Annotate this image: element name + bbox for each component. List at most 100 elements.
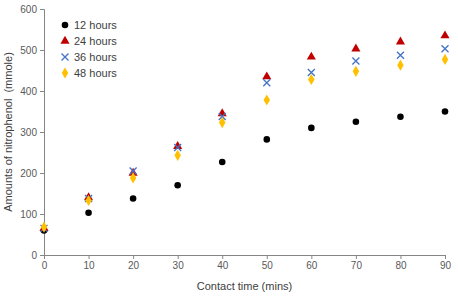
point	[219, 117, 225, 128]
legend-entry: 36 hours	[62, 51, 118, 63]
legend-label: 48 hours	[74, 67, 117, 79]
tick-label: 80	[395, 260, 407, 271]
tick-mark	[267, 255, 268, 259]
legend-marker	[62, 67, 68, 78]
tick-label: 0	[42, 260, 48, 271]
point	[442, 108, 449, 115]
tick-mark	[40, 173, 44, 174]
tick-mark	[40, 132, 44, 133]
tick: 200	[20, 168, 44, 179]
point	[41, 222, 47, 233]
legend-marker	[60, 36, 69, 44]
tick-mark	[222, 255, 223, 259]
tick-mark	[400, 255, 401, 259]
y-axis: 0 100 200 300 400 500 600	[20, 4, 44, 261]
tick-label: 0	[31, 250, 37, 261]
tick-mark	[40, 9, 44, 10]
axis-line	[40, 10, 45, 256]
tick-label: 40	[217, 260, 229, 271]
point	[219, 159, 226, 166]
legend-marker	[62, 54, 69, 61]
tick: 400	[20, 86, 44, 97]
tick-mark	[178, 255, 179, 259]
point	[397, 52, 404, 59]
point	[85, 209, 92, 216]
tick: 300	[20, 127, 44, 138]
tick: 40	[217, 255, 229, 271]
point	[442, 45, 449, 52]
point	[352, 58, 359, 65]
point	[174, 150, 180, 161]
point	[264, 94, 270, 105]
tick-mark	[133, 255, 134, 259]
legend-entry: 48 hours	[62, 67, 118, 79]
tick-label: 600	[20, 4, 37, 15]
y-axis-title: Amounts of nitrophenol (mmole)	[2, 52, 14, 212]
point	[130, 195, 137, 202]
tick-label: 300	[20, 127, 37, 138]
tick-label: 10	[83, 260, 95, 271]
legend-entry: 24 hours	[60, 35, 117, 47]
point	[130, 172, 136, 183]
tick-mark	[40, 50, 44, 51]
tick: 50	[262, 255, 274, 271]
point	[263, 79, 270, 86]
tick-label: 30	[173, 260, 185, 271]
point	[308, 125, 315, 132]
point	[263, 136, 270, 143]
point	[353, 118, 360, 125]
legend-entry: 12 hours	[62, 19, 118, 31]
tick-mark	[445, 255, 446, 259]
tick-label: 60	[306, 260, 318, 271]
tick-label: 70	[351, 260, 363, 271]
tick-mark	[40, 214, 44, 215]
point	[353, 66, 359, 77]
marks	[39, 30, 449, 233]
tick: 60	[306, 255, 318, 271]
point	[396, 37, 405, 45]
tick-mark	[40, 91, 44, 92]
tick-label: 100	[20, 209, 37, 220]
tick: 30	[173, 255, 185, 271]
axis-line	[45, 256, 446, 260]
point	[174, 182, 181, 189]
x-axis-title: Contact time (mins)	[197, 280, 292, 292]
tick: 600	[20, 4, 44, 15]
tick: 70	[351, 255, 363, 271]
tick: 90	[440, 255, 452, 271]
legend-label: 12 hours	[74, 19, 117, 31]
legend-label: 36 hours	[74, 51, 117, 63]
point	[262, 71, 271, 79]
tick-label: 50	[262, 260, 274, 271]
tick: 20	[128, 255, 140, 271]
series	[41, 108, 449, 233]
tick: 0	[31, 250, 44, 261]
tick: 500	[20, 45, 44, 56]
point	[308, 74, 314, 85]
tick: 100	[20, 209, 44, 220]
tick-mark	[40, 255, 44, 256]
tick-mark	[89, 255, 90, 259]
tick-label: 400	[20, 86, 37, 97]
point	[218, 108, 227, 116]
point	[307, 52, 316, 60]
tick-label: 200	[20, 168, 37, 179]
plot: 0 10 20 30 40 50 60 70 80 90 0 100 200 300 400 500 600 12…	[20, 4, 451, 271]
tick-mark	[311, 255, 312, 259]
point	[442, 54, 448, 65]
tick-label: 90	[440, 260, 452, 271]
legend-marker	[62, 22, 69, 29]
series	[41, 45, 449, 232]
tick-label: 20	[128, 260, 140, 271]
chart: 0 10 20 30 40 50 60 70 80 90 0 100 200 300 400 500 600 12…	[0, 0, 458, 302]
series	[41, 54, 448, 233]
tick-mark	[356, 255, 357, 259]
series	[39, 30, 449, 231]
legend: 12 hours 24 hours 36 hours 48 hours	[60, 19, 117, 79]
tick-label: 500	[20, 45, 37, 56]
tick: 80	[395, 255, 407, 271]
point	[397, 60, 403, 71]
tick: 0	[42, 255, 48, 271]
point	[397, 114, 404, 121]
point	[351, 44, 360, 52]
